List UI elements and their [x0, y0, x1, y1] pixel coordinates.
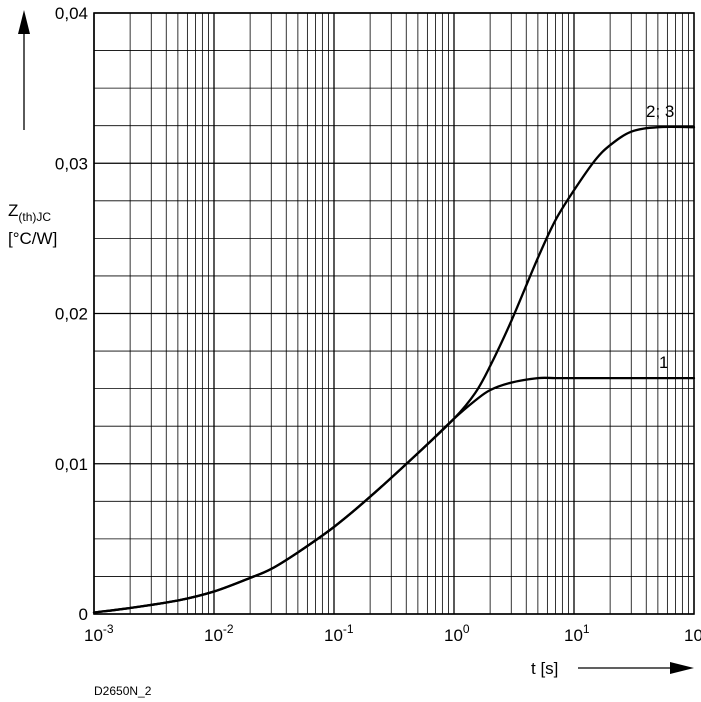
- series-label-2: 1: [659, 353, 668, 372]
- x-tick-base: 10: [564, 626, 583, 645]
- x-tick-exponent: -3: [103, 622, 114, 636]
- y-tick-label: 0,01: [55, 455, 88, 474]
- series-curves: 2; 3 1: [92, 102, 696, 614]
- y-tick-label: 0,03: [55, 154, 88, 173]
- x-tick-label: 101: [564, 622, 590, 645]
- series-label-1: 2; 3: [646, 102, 674, 121]
- plot-frame: [93, 12, 695, 615]
- x-tick-label: 10-3: [84, 622, 114, 645]
- x-tick-label: 10-1: [324, 622, 354, 645]
- x-axis-label: t [s]: [531, 659, 558, 678]
- x-tick-exponent: -1: [343, 622, 354, 636]
- series-line-1: [92, 125, 696, 614]
- y-tick-label: 0,02: [55, 305, 88, 324]
- y-axis-label-main: Z: [8, 201, 18, 220]
- x-tick-exponent: -2: [223, 622, 234, 636]
- figure-code: D2650N_2: [94, 684, 152, 698]
- y-axis-label-sub: (th)JC: [18, 210, 51, 224]
- y-tick-label: 0: [79, 605, 88, 624]
- grid-lines: [93, 12, 694, 615]
- x-tick-base: 10: [324, 626, 343, 645]
- x-tick-labels: 10-310-210-1100101102: [84, 622, 701, 645]
- y-tick-label: 0,04: [55, 4, 88, 23]
- y-axis-label: Z(th)JC: [8, 201, 51, 224]
- x-tick-base: 10: [84, 626, 103, 645]
- x-tick-exponent: 1: [583, 622, 590, 636]
- x-tick-base: 10: [684, 626, 701, 645]
- x-tick-base: 10: [444, 626, 463, 645]
- x-tick-label: 102: [684, 622, 701, 645]
- x-tick-exponent: 0: [463, 622, 470, 636]
- series-line-2: [92, 376, 696, 614]
- x-tick-label: 100: [444, 622, 470, 645]
- y-tick-labels: 0 0,01 0,02 0,03 0,04: [55, 4, 88, 624]
- x-axis-arrow-head: [670, 662, 694, 674]
- y-axis-unit: [°C/W]: [8, 229, 57, 248]
- x-tick-base: 10: [204, 626, 223, 645]
- y-axis-arrow-head: [18, 10, 30, 34]
- x-tick-label: 10-2: [204, 622, 234, 645]
